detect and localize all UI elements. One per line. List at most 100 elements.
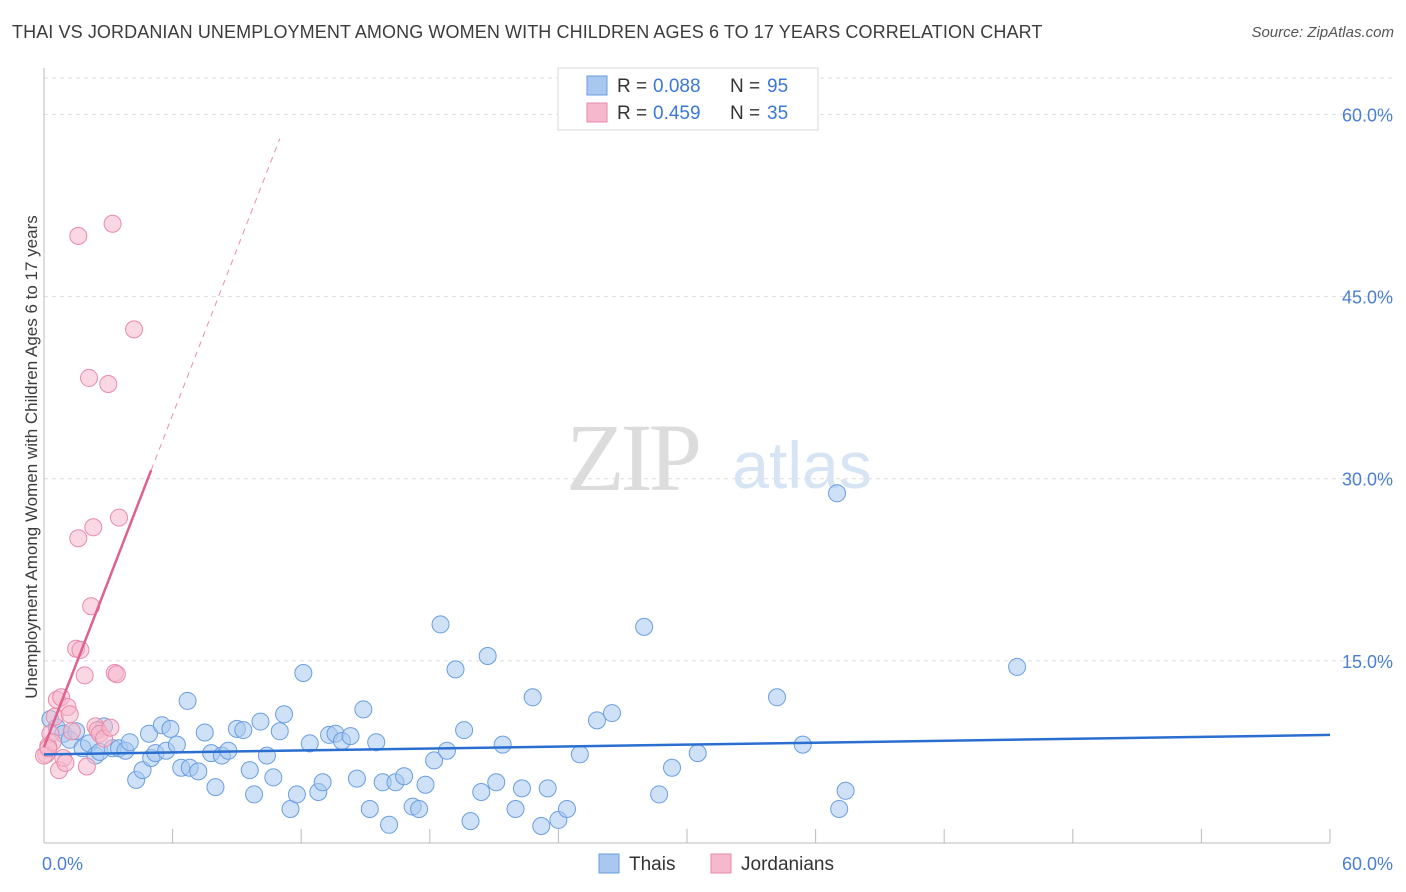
thais-legend-swatch [586,75,608,96]
thais-point [437,741,456,760]
tick-labels: 15.0% 30.0% 45.0% 60.0% 0.0% 60.0% [42,105,1393,874]
watermark-atlas: atlas [732,428,871,502]
jordanians-point [103,214,122,233]
thais-point [650,785,669,804]
thais-point [1008,657,1027,676]
thais-point [380,815,399,834]
thais-point [161,719,180,738]
source-credit: Source: ZipAtlas.com [1251,24,1394,41]
thais-point [493,735,512,754]
thais-point [662,758,681,777]
thais-point [532,817,551,835]
thais-point [206,778,225,797]
thais-point [245,785,264,804]
thais-point [506,800,525,818]
y-tick-label: 15.0% [1342,652,1393,672]
jordanians-point [60,705,79,724]
thais-point [410,800,429,818]
thais-point [367,733,386,752]
thais-point [538,779,557,798]
jordanians-legend-swatch [586,102,608,123]
thais-point [178,691,197,710]
thais-point [461,812,480,831]
thais-point [416,775,435,794]
thais-point [264,768,283,787]
thais-point [195,723,214,742]
thais-point [140,724,159,743]
thais-point [360,800,379,818]
thais-trend-line [43,733,1331,756]
thais-point [240,761,259,780]
thais-n-label: N = [730,76,765,97]
thais-point [257,746,276,765]
jordanians-point [77,757,96,776]
jordanians-point [62,722,81,741]
thais-point [425,751,444,770]
thais-point [354,700,373,719]
jordanians-point [56,753,75,772]
thais-point [446,660,465,679]
thais-points [41,484,1027,835]
jordanians-points [35,214,144,780]
chart-title: THAI VS JORDANIAN UNEMPLOYMENT AMONG WOM… [12,22,1043,42]
y-tick-label: 30.0% [1342,470,1393,490]
thais-point [570,745,589,764]
thais-point [828,484,847,503]
thais-point [472,783,491,801]
watermark-zip: ZIP [566,404,699,511]
legend-jordanians-swatch [710,853,732,874]
thais-point [234,721,253,740]
jordanians-point [99,375,118,393]
thais-point [793,735,812,754]
thais-point [189,762,208,781]
thais-point [287,785,306,804]
jordanians-r-value: 0.459 [653,103,701,124]
jordanians-point [69,529,88,548]
thais-point [270,722,289,741]
thais-point [768,688,787,707]
thais-point [341,727,360,746]
legend-thais-swatch [598,853,620,874]
thais-point [487,773,506,792]
thais-point [587,711,606,730]
grid-lines [44,77,1392,662]
thais-point [478,647,497,665]
jordanians-n-value: 35 [767,103,788,124]
thais-point [395,767,414,786]
jordanians-point [110,508,129,527]
thais-point [300,734,319,753]
thais-point [431,615,450,634]
thais-r-label: R = [617,76,652,97]
stats-legend: R = 0.088 N = 95 R = 0.459 N = 35 [557,67,819,131]
thais-point [602,704,621,723]
y-tick-label: 60.0% [1342,105,1393,125]
thais-point [313,773,332,792]
jordanians-point [125,320,144,339]
jordanians-point [69,226,88,245]
y-tick-label: 45.0% [1342,288,1393,308]
y-axis-label: Unemployment Among Women with Children A… [22,215,41,699]
thais-point [557,800,576,818]
jordanians-trend-extension [150,138,281,471]
legend-thais-label: Thais [629,854,675,875]
thais-point [251,712,270,731]
series-legend: Thais Jordanians [598,853,834,875]
jordanians-point [75,666,94,685]
jordanians-point [107,665,126,684]
thais-point [275,705,294,724]
thais-point [688,744,707,763]
thais-point [635,617,654,636]
trend-lines [42,138,1331,756]
jordanians-r-label: R = [617,103,652,124]
thais-r-value: 0.088 [653,76,701,97]
watermark: ZIP atlas [566,404,872,511]
thais-point [836,781,855,800]
jordanians-point [80,368,99,387]
thais-point [167,735,186,754]
thais-point [455,721,474,740]
thais-point [294,664,313,682]
thais-point [512,779,531,798]
thais-point [523,688,542,707]
thais-point [120,733,139,752]
